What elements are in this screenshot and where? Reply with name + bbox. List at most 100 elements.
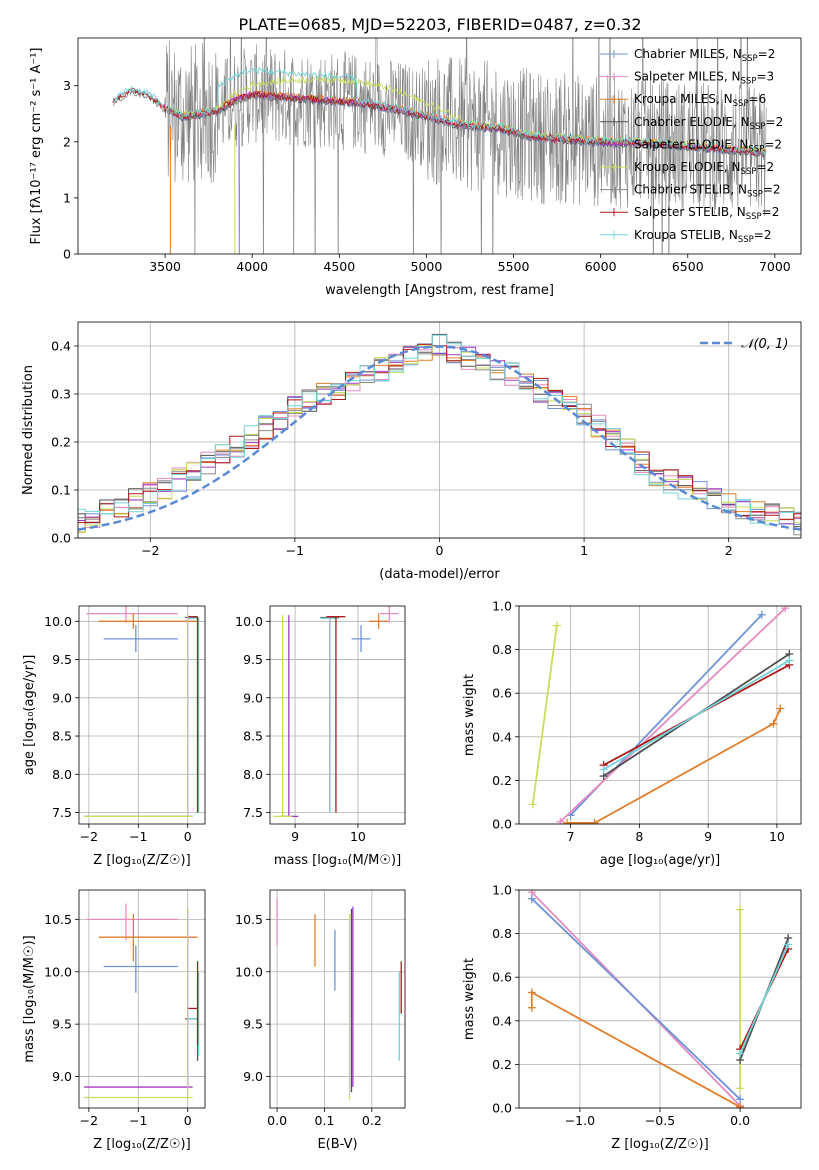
- y-tick-label: 7.5: [52, 805, 72, 820]
- observed-spectrum-line: [112, 38, 767, 254]
- axes-frame: 0.0 0.1 0.2 9.0 9.5 10.0 10.5 E(B-V): [235, 889, 406, 1152]
- axes-frame: 9 10 7.5 8.0 8.5 9.0 9.5 10.0 mass [log₁₀(M/M☉)]: [235, 605, 406, 868]
- x-tick-label: 6000: [585, 259, 617, 274]
- y-tick-label: 0.2: [51, 435, 71, 450]
- model-spectrum-line: [168, 74, 766, 155]
- y-tick-label: 10.5: [235, 912, 263, 927]
- x-tick-label: 8: [635, 829, 643, 844]
- y-tick-label: 0.2: [492, 1057, 512, 1072]
- plot-area: [83, 903, 200, 1099]
- age-vs-mass-panel: 9 10 7.5 8.0 8.5 9.0 9.5 10.0 mass [log₁₀(M/M☉)]: [235, 605, 406, 868]
- x-tick-label: −1: [286, 543, 304, 558]
- weight-series-line: [739, 944, 790, 1054]
- x-tick-label: −1: [129, 1113, 147, 1128]
- y-tick-label: 0.4: [492, 729, 512, 744]
- y-tick-label: 10.0: [44, 614, 72, 629]
- weight-vs-age-panel: 7 8 9 10 0.0 0.2 0.4 0.6 0.8 1.0 age [log₁₀(age/yr…: [462, 599, 802, 868]
- model-spectrum-line: [112, 66, 767, 156]
- y-tick-label: 0.1: [51, 483, 71, 498]
- y-tick-label: 8.0: [52, 767, 72, 782]
- x-tick-label: 4000: [236, 259, 268, 274]
- legend-entry: Chabrier ELODIE, NSSP=2: [634, 115, 783, 132]
- x-tick-label: 3500: [149, 259, 181, 274]
- y-tick-label: 9.0: [243, 690, 263, 705]
- legend-entry: Kroupa ELODIE, NSSP=2: [634, 160, 774, 177]
- model-spectrum-line: [112, 88, 767, 158]
- axes-frame: −2 −1 0 1 2 0.0 0.1 0.2 0.3 0.4 (data-model)/error…: [21, 321, 802, 582]
- weight-vs-Z-panel: −1.0 −0.5 0.0 0.0 0.2 0.4 0.6 0.8 1.0 Z [log₁₀(Z/…: [462, 883, 802, 1152]
- axes-box: [77, 37, 802, 255]
- y-tick-label: 0.6: [492, 686, 512, 701]
- x-axis-label: Z [log₁₀(Z/Z☉)]: [611, 1137, 708, 1152]
- x-tick-label: 0.2: [362, 1113, 382, 1128]
- y-tick-label: 8.0: [243, 767, 263, 782]
- x-tick-label: 1: [580, 543, 588, 558]
- residual-histogram: [78, 333, 801, 528]
- axes-box: [78, 605, 206, 825]
- y-tick-label: 0.0: [51, 531, 71, 546]
- plot-area: [527, 890, 793, 1108]
- residual-histogram: [78, 346, 801, 525]
- y-tick-label: 1.0: [492, 883, 512, 898]
- plot-area: [78, 333, 801, 536]
- y-tick-label: 3: [63, 78, 71, 93]
- x-tick-label: −2: [141, 543, 159, 558]
- y-tick-label: 10.5: [44, 912, 72, 927]
- x-axis-label: mass [log₁₀(M/M☉)]: [274, 853, 401, 868]
- x-tick-label: 0.0: [267, 1113, 287, 1128]
- weight-series-line: [603, 659, 790, 771]
- x-axis-label: wavelength [Angstrom, rest frame]: [325, 283, 554, 298]
- axes-frame: −1.0 −0.5 0.0 0.0 0.2 0.4 0.6 0.8 1.0 Z [log₁₀(Z/…: [462, 883, 802, 1152]
- x-tick-label: 0.0: [730, 1113, 750, 1128]
- legend-entry: Chabrier MILES, NSSP=2: [634, 47, 775, 64]
- model-spectrum-line: [112, 86, 767, 156]
- axes-frame: 7 8 9 10 0.0 0.2 0.4 0.6 0.8 1.0 age [log₁₀(age/yr…: [462, 599, 802, 868]
- y-tick-label: 0.2: [492, 773, 512, 788]
- age-vs-Z-panel: −2 −1 0 7.5 8.0 8.5 9.0 9.5 10.0 Z [log₁₀(Z/Z☉)] a…: [22, 605, 206, 868]
- weight-series-line: [530, 990, 741, 1108]
- x-tick-label: 2: [725, 543, 733, 558]
- legend-entry: 𝒩(0, 1): [741, 337, 788, 352]
- x-tick-label: 9: [704, 829, 712, 844]
- mass-vs-EBV-panel: 0.0 0.1 0.2 9.0 9.5 10.0 10.5 E(B-V): [235, 889, 406, 1152]
- y-tick-label: 0.0: [492, 1101, 512, 1116]
- y-axis-label: mass weight: [462, 674, 477, 756]
- y-tick-label: 9.5: [243, 1017, 263, 1032]
- y-axis-label: Normed distribution: [21, 365, 36, 495]
- y-tick-label: 1: [63, 190, 71, 205]
- x-tick-label: −2: [80, 829, 98, 844]
- figure-title: PLATE=0685, MJD=52203, FIBERID=0487, z=0…: [238, 15, 641, 34]
- axes-box: [78, 889, 206, 1109]
- y-tick-label: 8.5: [243, 729, 263, 744]
- x-tick-label: −1: [129, 829, 147, 844]
- legend-entry: Salpeter ELODIE, NSSP=2: [634, 137, 782, 154]
- x-axis-label: Z [log₁₀(Z/Z☉)]: [93, 853, 190, 868]
- x-tick-label: 4500: [323, 259, 355, 274]
- mass-vs-Z-panel: −2 −1 0 9.0 9.5 10.0 10.5 Z [log₁₀(Z/Z☉)] mass […: [22, 889, 206, 1152]
- x-tick-label: 7000: [759, 259, 791, 274]
- x-tick-label: 0.1: [315, 1113, 335, 1128]
- y-tick-label: 9.0: [52, 690, 72, 705]
- x-axis-label: Z [log₁₀(Z/Z☉)]: [93, 1137, 190, 1152]
- x-axis-label: (data-model)/error: [379, 567, 500, 582]
- y-tick-label: 1.0: [492, 599, 512, 614]
- y-tick-label: 9.5: [52, 1017, 72, 1032]
- x-tick-label: 0: [436, 543, 444, 558]
- y-tick-label: 9.5: [243, 652, 263, 667]
- weight-series-line: [559, 607, 786, 823]
- y-tick-label: 0.0: [492, 817, 512, 832]
- weight-series-line: [531, 625, 558, 805]
- x-tick-label: 9: [291, 829, 299, 844]
- weight-series-line: [567, 708, 782, 824]
- plot-area: [273, 606, 399, 818]
- residual-legend: 𝒩(0, 1): [700, 337, 788, 352]
- x-tick-label: 7: [567, 829, 575, 844]
- x-tick-label: −1.0: [565, 1113, 595, 1128]
- x-tick-label: −0.5: [645, 1113, 675, 1128]
- y-tick-label: 9.5: [52, 652, 72, 667]
- x-axis-label: E(B-V): [317, 1137, 357, 1152]
- x-axis-label: age [log₁₀(age/yr)]: [600, 853, 721, 868]
- x-tick-label: 6500: [672, 259, 704, 274]
- plot-area: [112, 38, 767, 254]
- normal-curve: [78, 345, 801, 531]
